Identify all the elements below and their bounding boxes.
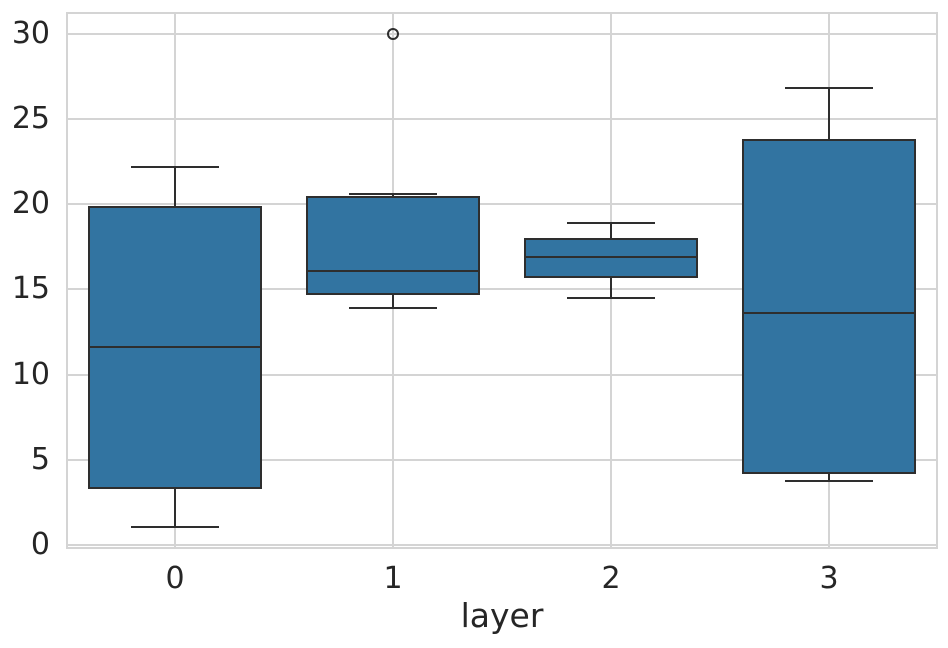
y-gridline (66, 203, 938, 206)
box-median (87, 346, 263, 349)
whisker-cap (349, 307, 437, 310)
x-tick-label: 2 (601, 561, 621, 596)
whisker-cap (785, 87, 873, 90)
y-tick-label: 25 (11, 100, 50, 136)
box-median (305, 269, 481, 272)
whisker-cap (785, 479, 873, 482)
plot-frame (66, 12, 938, 549)
y-gridline (66, 373, 938, 376)
y-gridline (66, 32, 938, 35)
whisker-cap (131, 525, 219, 528)
y-gridline (66, 544, 938, 547)
x-axis-label: layer (460, 596, 544, 635)
whisker-line (174, 489, 176, 527)
whisker-line (610, 277, 612, 298)
whisker-cap (567, 296, 655, 299)
whisker-line (828, 88, 830, 140)
y-gridline (66, 117, 938, 120)
x-tick-label: 0 (165, 561, 185, 596)
box (305, 195, 481, 295)
box (741, 139, 917, 474)
y-gridline (66, 459, 938, 462)
y-tick-label: 0 (30, 527, 50, 563)
box-median (741, 312, 917, 315)
y-gridline (66, 288, 938, 291)
whisker-line (392, 294, 394, 309)
box-median (523, 256, 699, 259)
y-tick-label: 15 (11, 271, 50, 307)
whisker-line (174, 166, 176, 206)
y-tick-label: 5 (30, 441, 50, 477)
x-tick-label: 3 (819, 561, 839, 596)
whisker-line (828, 473, 830, 481)
y-tick-label: 10 (11, 356, 50, 392)
whisker-cap (349, 192, 437, 195)
y-tick-label: 30 (11, 15, 50, 51)
outlier-marker (387, 27, 399, 40)
whisker-line (610, 222, 612, 239)
whisker-cap (567, 221, 655, 224)
x-tick-label: 1 (383, 561, 403, 596)
whisker-cap (131, 165, 219, 168)
y-tick-label: 20 (11, 185, 50, 221)
